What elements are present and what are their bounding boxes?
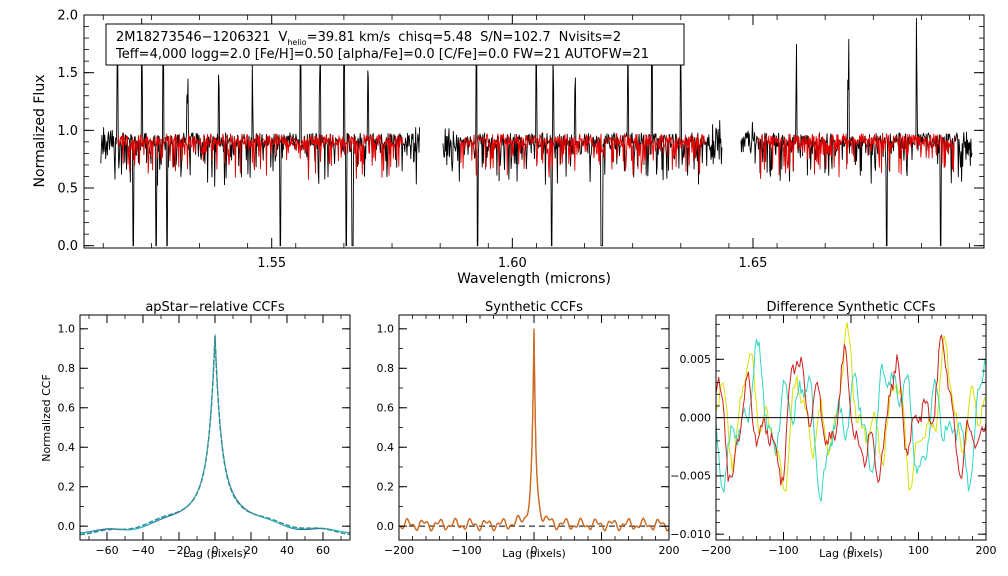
y-tick-label: 0.5	[57, 182, 78, 197]
x-tick-label: 100	[591, 544, 612, 557]
x-tick-label: −40	[131, 544, 154, 557]
model-spectrum-chip-1	[117, 133, 404, 180]
x-tick-label: −60	[95, 544, 118, 557]
y-tick-label: 0.0	[377, 520, 395, 533]
x-tick-label: −100	[451, 544, 481, 557]
apstar-ccf-plot-area	[80, 334, 350, 536]
y-tick-label: 0.2	[377, 481, 395, 494]
apstar-ccf-ylabel: Normalized CCF	[40, 374, 53, 462]
apstar-ccf-visit-1	[80, 334, 350, 534]
x-tick-label: 0	[212, 544, 219, 557]
y-tick-label: −0.010	[670, 528, 711, 541]
x-tick-label: 1.65	[739, 256, 768, 271]
y-tick-label: 0.2	[58, 481, 76, 494]
difference-ccf-plot-area	[715, 322, 987, 502]
difference-ccf-diff-2	[715, 339, 987, 502]
y-tick-label: 1.5	[57, 66, 78, 81]
x-tick-label: −200	[384, 544, 414, 557]
y-tick-label: 2.0	[57, 9, 78, 24]
y-tick-label: 0.8	[377, 362, 395, 375]
vhelio-label: V	[278, 30, 287, 45]
vhelio-value: =39.81 km/s	[307, 30, 391, 45]
x-tick-label: 0	[531, 544, 538, 557]
synthetic-ccf-visit-2	[398, 328, 670, 532]
x-tick-label: 100	[908, 544, 929, 557]
x-tick-label: −200	[701, 544, 731, 557]
chisq-value: chisq=5.48	[398, 30, 472, 45]
vhelio-subscript: helio	[287, 38, 306, 47]
spectrum-axes-frame	[83, 14, 985, 249]
annotation-frame	[105, 23, 685, 66]
spectrum-ticks: 1.55 1.60 1.65 0.0 0.5 1.0 1.5 2.0	[57, 9, 984, 271]
model-spectrum-chip-3	[757, 133, 956, 180]
x-tick-label: −20	[167, 544, 190, 557]
spectrum-panel: 1.55 1.60 1.65 0.0 0.5 1.0 1.5 2.0 Wavelength (…	[32, 9, 985, 287]
synthetic-ccf-ticks: −200 −100 0 100 200 0.0 0.2 0.4 0.6 0.8 1.0	[377, 315, 680, 557]
difference-ccf-xlabel: Lag (pixels)	[819, 547, 883, 560]
x-tick-label: 60	[316, 544, 330, 557]
y-tick-label: 0.0	[58, 520, 76, 533]
observed-spectrum-chip-3	[740, 17, 973, 247]
x-tick-label: 40	[280, 544, 294, 557]
apstar-ccf-combined	[80, 335, 350, 536]
snr-value: S/N=102.7	[480, 30, 550, 45]
difference-ccf-panel: Difference Synthetic CCFs −200 −100 0 100 20…	[670, 300, 996, 560]
x-tick-label: 1.60	[498, 256, 527, 271]
x-tick-label: 1.55	[257, 256, 286, 271]
synthetic-ccf-panel: Synthetic CCFs −200 −100 0 100 200 0.0 0.2 0.4 0…	[377, 300, 680, 560]
x-tick-label: 200	[659, 544, 680, 557]
spectrum-ylabel: Normalized Flux	[32, 75, 48, 188]
y-tick-label: 0.005	[680, 353, 712, 366]
difference-ccf-ticks: −200 −100 0 100 200 −0.010 −0.005 0.000 0.005	[670, 315, 997, 557]
annotation-line-2: Teff=4,000 logg=2.0 [Fe/H]=0.50 [alpha/F…	[115, 47, 649, 62]
star-id: 2M18273546−1206321	[116, 30, 270, 45]
y-tick-label: 0.8	[58, 362, 76, 375]
annotation-line-1: 2M18273546−1206321 Vhelio=39.81 km/s chisq…	[116, 30, 621, 47]
y-tick-label: 1.0	[377, 323, 395, 336]
spectrum-plot-area	[100, 17, 973, 247]
model-spectrum-chip-2	[459, 133, 706, 178]
synthetic-ccf-title: Synthetic CCFs	[485, 300, 583, 315]
difference-ccf-diff-3	[715, 334, 987, 486]
spectrum-xlabel: Wavelength (microns)	[457, 271, 611, 287]
y-tick-label: 0.0	[57, 239, 78, 254]
spectrum-annotation-box: 2M18273546−1206321 Vhelio=39.81 km/s chisq…	[105, 23, 685, 66]
y-tick-label: 1.0	[58, 323, 76, 336]
synthetic-ccf-xlabel: Lag (pixels)	[502, 547, 566, 560]
y-tick-label: 0.6	[58, 402, 76, 415]
apstar-ccf-xlabel: Lag (pixels)	[183, 547, 247, 560]
y-tick-label: 1.0	[57, 124, 78, 139]
y-tick-label: 0.6	[377, 402, 395, 415]
x-tick-label: 0	[848, 544, 855, 557]
difference-ccf-title: Difference Synthetic CCFs	[766, 300, 935, 315]
y-tick-label: −0.005	[670, 470, 711, 483]
x-tick-label: −100	[768, 544, 798, 557]
y-tick-label: 0.000	[680, 411, 712, 424]
apstar-ccf-visit-2	[80, 334, 350, 534]
apstar-ccf-ticks: −60 −40 −20 0 20 40 60 0.0 0.2 0.4 0.6 0.8 1.0	[58, 315, 350, 557]
y-tick-label: 0.4	[58, 441, 76, 454]
nvisits-value: Nvisits=2	[559, 30, 621, 45]
x-tick-label: 20	[244, 544, 258, 557]
x-tick-label: 200	[976, 544, 997, 557]
synthetic-ccf-plot-area	[398, 328, 670, 532]
y-tick-label: 0.4	[377, 441, 395, 454]
apstar-ccf-panel: apStar−relative CCFs −60 −40 −20 0 20 40 60 0.0…	[40, 300, 351, 560]
difference-ccf-diff-1	[715, 322, 987, 492]
apstar-ccf-title: apStar−relative CCFs	[145, 300, 285, 315]
